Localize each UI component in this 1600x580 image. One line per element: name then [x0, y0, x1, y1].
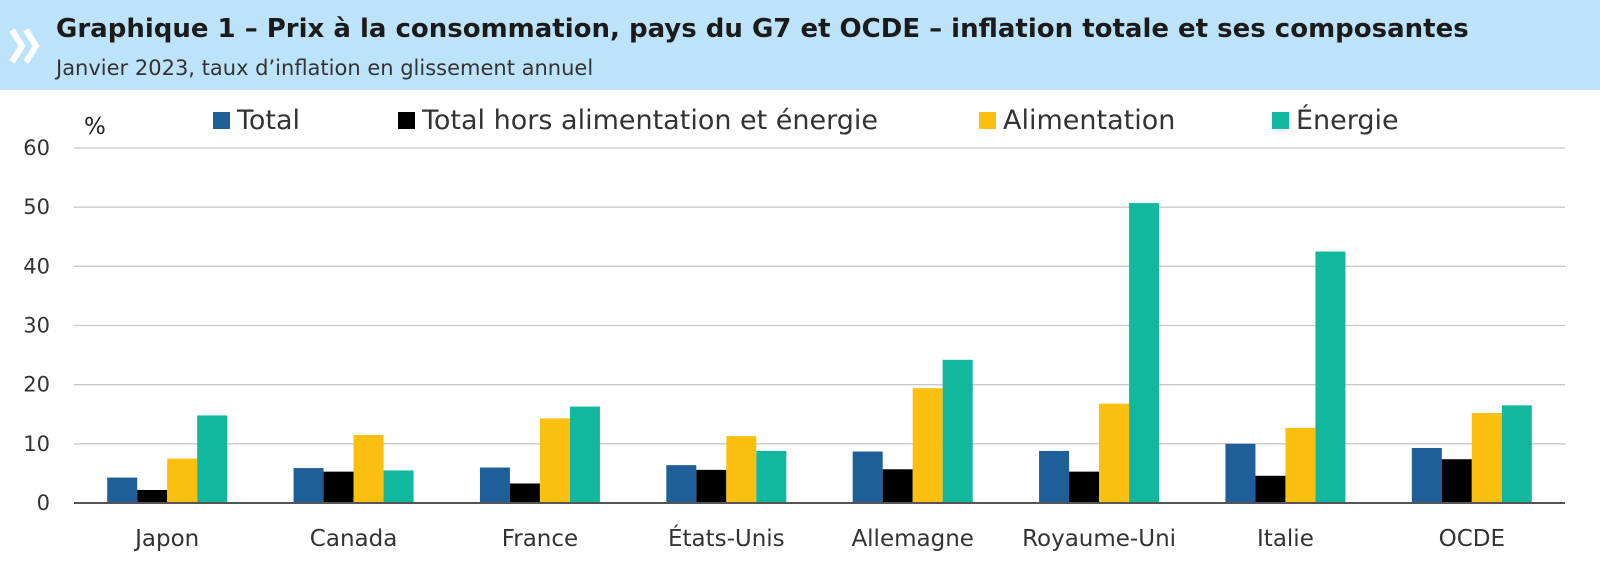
y-tick-label: 30	[23, 314, 50, 338]
bar	[569, 406, 600, 503]
bar	[197, 415, 228, 503]
x-tick-label: OCDE	[1439, 526, 1505, 552]
y-tick-label: 10	[23, 432, 50, 456]
bar	[756, 450, 787, 503]
bar	[1039, 450, 1070, 503]
bar	[509, 483, 540, 503]
bar-chart: 0 10 20 30 40 50 60% Japon Canada France États-Uni…	[23, 104, 1565, 552]
bar	[1501, 405, 1532, 503]
bar	[666, 465, 697, 503]
bar	[1225, 443, 1256, 503]
chart-subtitle: Janvier 2023, taux d’inflation en glisse…	[56, 56, 594, 80]
bar	[293, 468, 324, 503]
bar	[942, 359, 973, 503]
y-tick-label: 20	[23, 373, 50, 397]
legend-label: Total	[236, 105, 300, 136]
legend-swatch	[213, 112, 230, 129]
x-tick-label: Canada	[310, 526, 398, 552]
bar	[137, 489, 168, 503]
bar	[323, 471, 354, 503]
bar	[1285, 427, 1316, 503]
legend-label: Alimentation	[1003, 105, 1175, 136]
bar	[1099, 403, 1130, 503]
bar	[912, 388, 943, 503]
x-tick-label: France	[502, 526, 578, 552]
bar	[1069, 471, 1100, 503]
bar	[479, 467, 510, 503]
bars	[107, 203, 1532, 503]
bar	[1411, 447, 1442, 503]
bar	[1255, 475, 1286, 503]
legend-swatch	[1272, 112, 1289, 129]
chevron-right-icon	[9, 28, 40, 64]
bar	[1471, 413, 1502, 503]
bar	[696, 469, 727, 503]
legend-swatch	[979, 112, 996, 129]
x-tick-label: États-Unis	[668, 524, 785, 552]
y-axis-unit: %	[84, 114, 106, 140]
y-tick-label: 50	[23, 195, 50, 219]
chart-title: Graphique 1 – Prix à la consommation, pa…	[56, 14, 1469, 44]
y-tick-label: 40	[23, 254, 50, 278]
legend-label: Énergie	[1296, 104, 1399, 136]
chart-header: Graphique 1 – Prix à la consommation, pa…	[0, 0, 1600, 90]
legend-label: Total hors alimentation et énergie	[421, 105, 878, 136]
axes: 0 10 20 30 40 50 60% Japon Canada France États-Uni…	[23, 114, 1565, 552]
bar	[167, 458, 198, 503]
bar	[726, 436, 757, 503]
y-tick-label: 60	[23, 136, 50, 160]
legend-swatch	[398, 112, 415, 129]
bar	[383, 470, 414, 503]
x-tick-label: Allemagne	[851, 526, 974, 552]
bar	[852, 451, 883, 503]
bar	[1315, 251, 1346, 503]
bar	[1441, 459, 1472, 503]
bar	[539, 418, 570, 503]
x-tick-label: Italie	[1257, 526, 1314, 552]
y-tick-label: 0	[37, 491, 50, 515]
legend: Total Total hors alimentation et énergie A…	[213, 104, 1399, 136]
bar	[107, 477, 138, 503]
bar	[882, 469, 913, 503]
bar	[1129, 203, 1160, 503]
x-tick-label: Japon	[133, 526, 199, 552]
bar	[353, 434, 384, 503]
x-tick-label: Royaume-Uni	[1022, 526, 1176, 552]
